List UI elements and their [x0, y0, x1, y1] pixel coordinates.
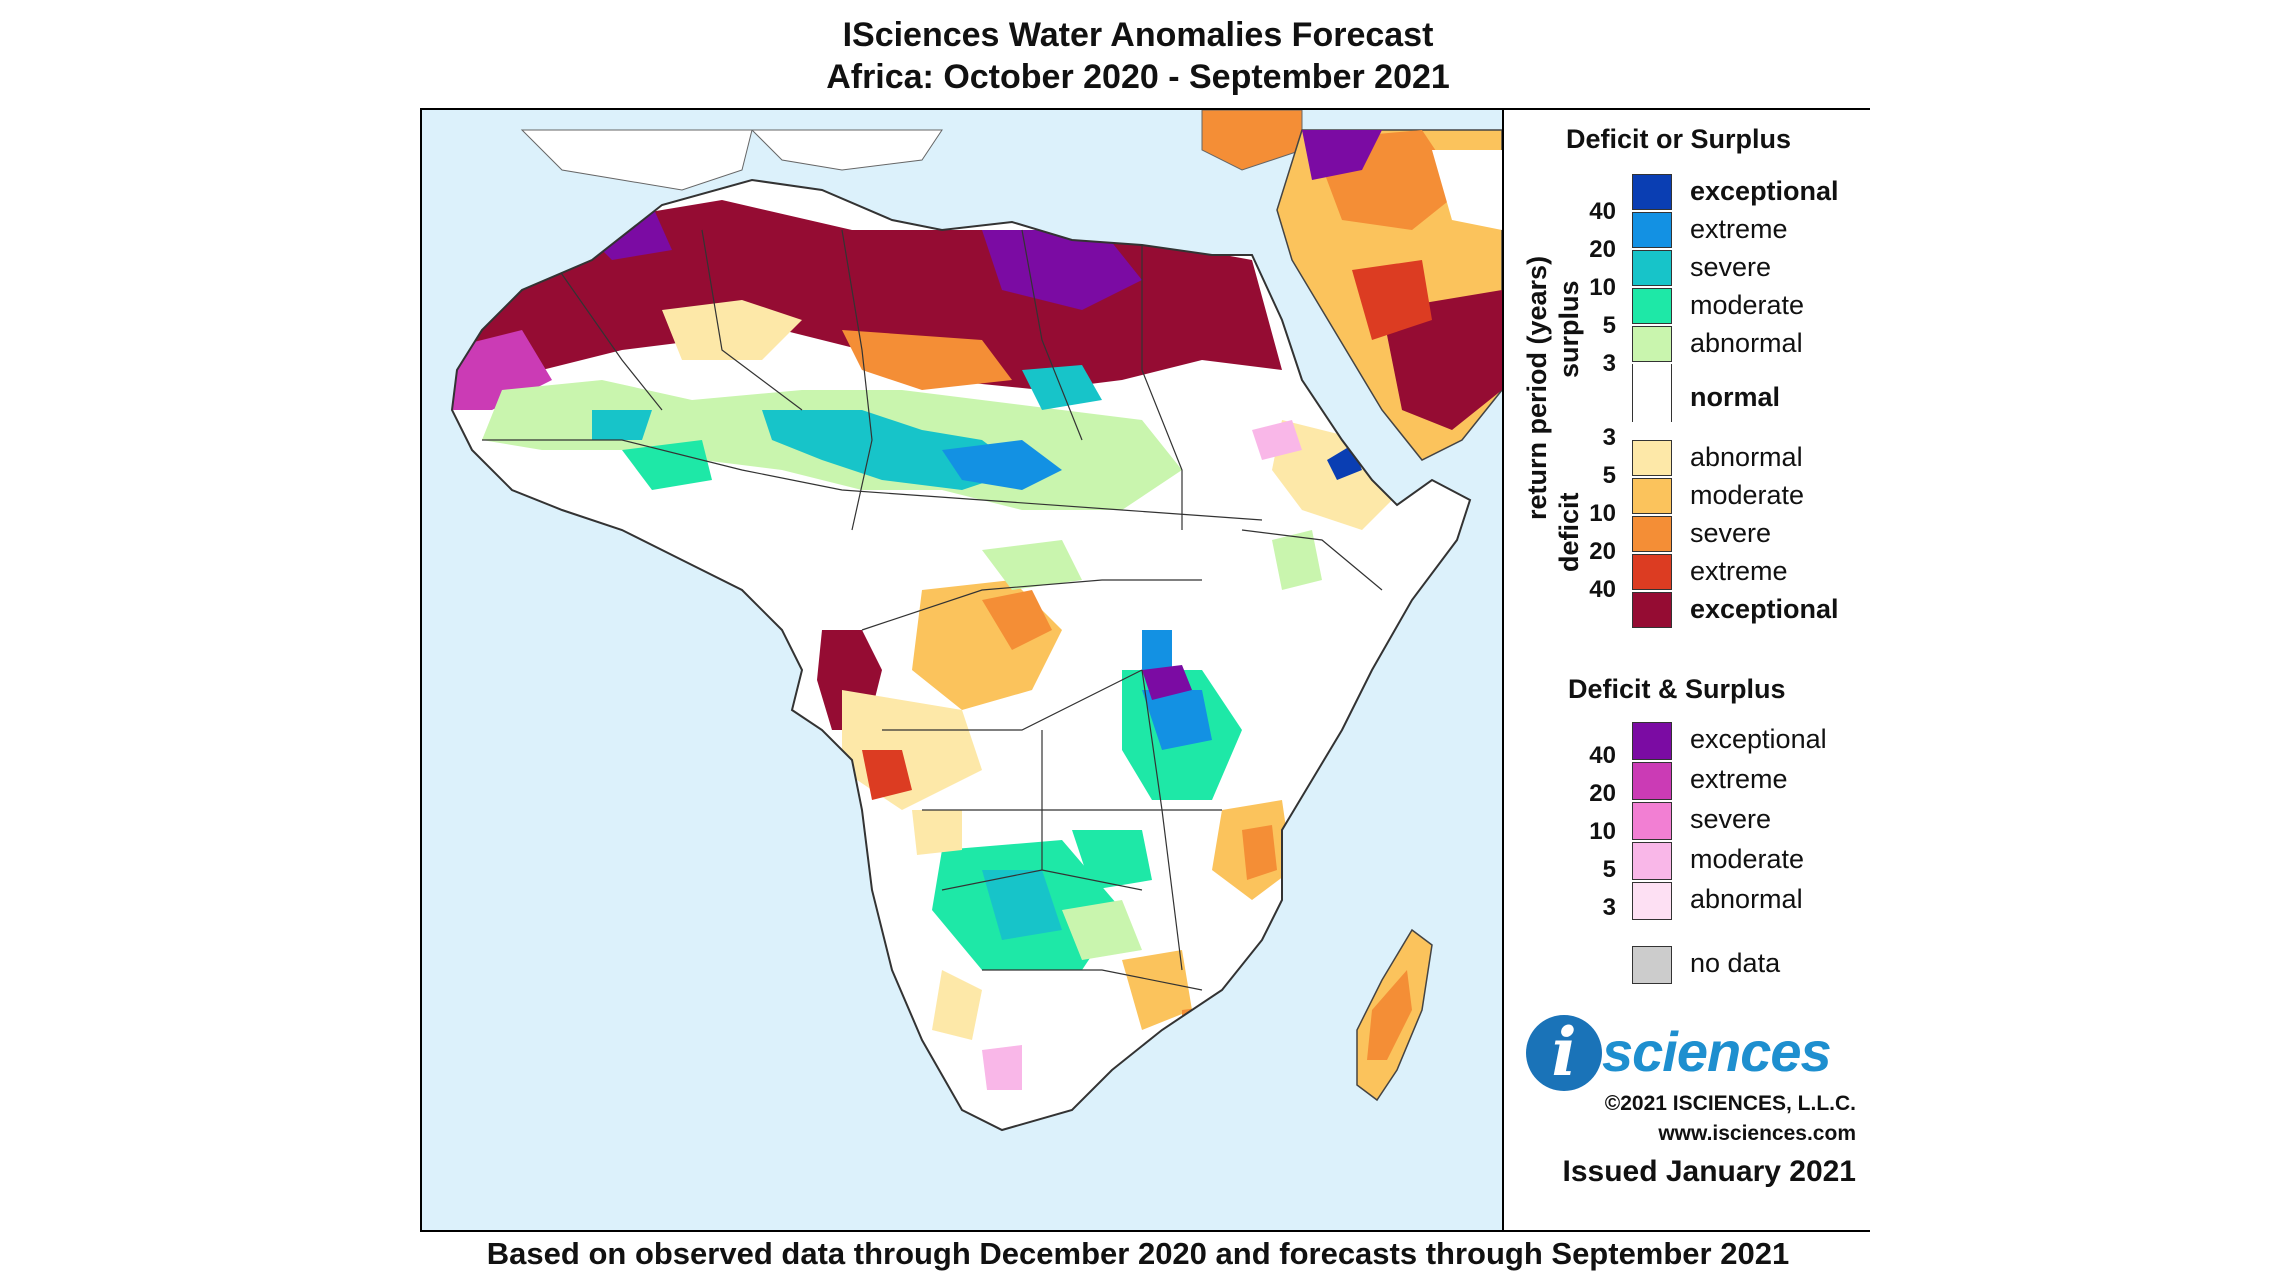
legend-both-severe: severe — [1690, 804, 1772, 834]
swatch-deficit-moderate — [1632, 478, 1672, 514]
swatch-both-exceptional — [1632, 722, 1672, 760]
legend-deficit-exceptional: exceptional — [1690, 594, 1839, 624]
surplus-num-20: 20 — [1589, 236, 1616, 263]
surplus-num-10: 10 — [1589, 274, 1616, 301]
legend-surplus-abnormal: abnormal — [1690, 328, 1803, 358]
deficit-num-3: 3 — [1602, 424, 1616, 451]
swatch-surplus-severe — [1632, 250, 1672, 286]
legend-deficit-severe: severe — [1690, 518, 1772, 548]
legend-normal: normal — [1690, 382, 1781, 412]
swatch-surplus-abnormal — [1632, 326, 1672, 362]
legend-heading-deficit-and-surplus: Deficit & Surplus — [1568, 674, 1786, 704]
both-num-5: 5 — [1602, 856, 1616, 883]
swatch-no-data — [1632, 946, 1672, 984]
deficit-num-5: 5 — [1602, 462, 1616, 489]
legend-both-exceptional: exceptional — [1690, 724, 1827, 754]
swatch-both-extreme — [1632, 762, 1672, 800]
swatch-surplus-exceptional — [1632, 174, 1672, 210]
both-num-40: 40 — [1589, 742, 1616, 769]
logo-i-mark: i — [1526, 1015, 1602, 1091]
map-frame: Deficit or Surplus return period (years)… — [420, 108, 1870, 1232]
legend-both-extreme: extreme — [1690, 764, 1788, 794]
africa-map — [422, 110, 1502, 1230]
legend-surplus-extreme: extreme — [1690, 214, 1788, 244]
isciences-logo: i sciences — [1526, 1015, 1856, 1095]
copyright-text: ©2021 ISCIENCES, L.L.C. — [1604, 1092, 1856, 1115]
legend-panel: Deficit or Surplus return period (years)… — [1502, 110, 1870, 1230]
website-text: www.isciences.com — [1658, 1122, 1856, 1145]
swatch-deficit-exceptional — [1632, 592, 1672, 628]
surplus-num-5: 5 — [1602, 312, 1616, 339]
africa-map-graphic — [451, 110, 1502, 1131]
swatch-both-severe — [1632, 802, 1672, 840]
swatch-both-moderate — [1632, 842, 1672, 880]
legend-deficit-moderate: moderate — [1690, 480, 1805, 510]
both-num-3: 3 — [1602, 894, 1616, 921]
logo-wordmark: sciences — [1602, 1020, 1832, 1083]
surplus-num-3: 3 — [1602, 350, 1616, 377]
swatch-both-abnormal — [1632, 882, 1672, 920]
swatch-surplus-extreme — [1632, 212, 1672, 248]
map-footer-note: Based on observed data through December … — [486, 1236, 1790, 1271]
legend-no-data: no data — [1690, 948, 1781, 978]
swatch-deficit-severe — [1632, 516, 1672, 552]
surplus-num-40: 40 — [1589, 198, 1616, 225]
legend-deficit-extreme: extreme — [1690, 556, 1788, 586]
legend-both-abnormal: abnormal — [1690, 884, 1803, 914]
deficit-num-40: 40 — [1589, 576, 1616, 603]
both-num-10: 10 — [1589, 818, 1616, 845]
legend-surplus-severe: severe — [1690, 252, 1772, 282]
deficit-num-10: 10 — [1589, 500, 1616, 527]
issued-date: Issued January 2021 — [1562, 1155, 1856, 1188]
legend-surplus-exceptional: exceptional — [1690, 176, 1839, 206]
swatch-normal — [1632, 364, 1672, 422]
swatch-deficit-extreme — [1632, 554, 1672, 590]
legend-surplus-moderate: moderate — [1690, 290, 1805, 320]
deficit-num-20: 20 — [1589, 538, 1616, 565]
legend-both-moderate: moderate — [1690, 844, 1805, 874]
map-title-line1: ISciences Water Anomalies Forecast — [842, 16, 1434, 54]
both-num-20: 20 — [1589, 780, 1616, 807]
swatch-surplus-moderate — [1632, 288, 1672, 324]
legend-heading-deficit-or-surplus: Deficit or Surplus — [1566, 124, 1792, 154]
map-title-line2: Africa: October 2020 - September 2021 — [826, 58, 1450, 96]
swatch-deficit-abnormal — [1632, 440, 1672, 476]
legend-deficit-abnormal: abnormal — [1690, 442, 1803, 472]
legend-axis-return-period: return period (years) — [1522, 255, 1552, 520]
